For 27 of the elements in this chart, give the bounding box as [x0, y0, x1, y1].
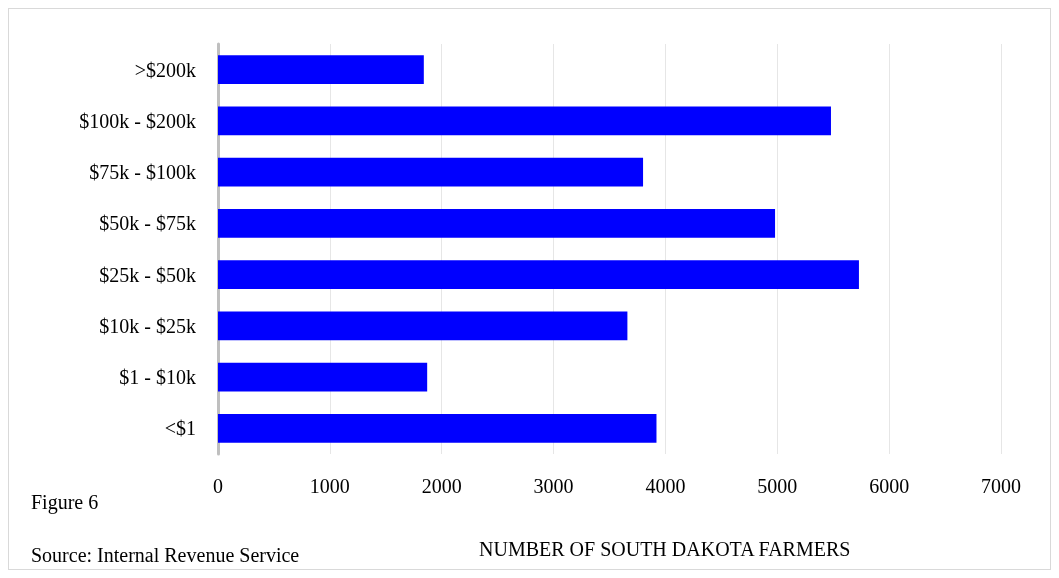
x-tick-label: 3000 [533, 475, 574, 497]
caption: Figure 6 [31, 491, 99, 514]
y-tick-label: $1 - $10k [119, 366, 196, 389]
x-tick-label: 7000 [981, 475, 1021, 497]
x-tick-label: 0 [213, 475, 223, 497]
y-tick-label: $75k - $100k [89, 161, 196, 184]
bar [218, 209, 776, 238]
y-tick-label: $100k - $200k [79, 109, 196, 132]
x-tick-label: 4000 [645, 475, 686, 497]
bar [218, 311, 628, 341]
bar [218, 260, 859, 289]
source-note: Source: Internal Revenue Service [31, 544, 300, 566]
y-tick-label: <$1 [164, 417, 196, 440]
bar [218, 55, 424, 84]
y-tick-label: $25k - $50k [99, 263, 196, 286]
y-tick-label: $10k - $25k [99, 314, 196, 337]
bar [218, 106, 831, 136]
bar [218, 362, 428, 392]
bar [218, 414, 657, 443]
x-axis-title: NUMBER OF SOUTH DAKOTA FARMERS [479, 538, 851, 560]
x-tick-label: 2000 [421, 475, 462, 497]
x-tick-label: 5000 [757, 475, 798, 497]
x-tick-label: 1000 [309, 475, 350, 497]
x-tick-label: 6000 [869, 475, 910, 497]
y-tick-label: $50k - $75k [99, 212, 196, 235]
bar [218, 157, 644, 187]
y-tick-label: >$200k [134, 58, 196, 81]
